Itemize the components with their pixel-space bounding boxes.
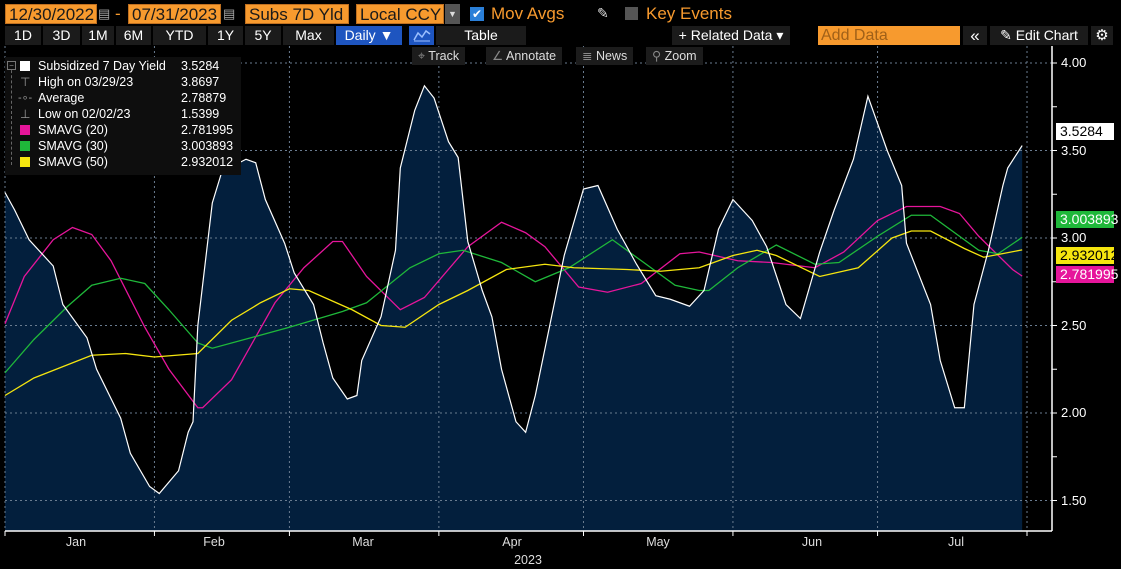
series-line-subsidized-7-day-yield (4, 84, 1023, 495)
news-label: News (595, 49, 628, 63)
legend-label: SMAVG (30) (38, 139, 108, 153)
news-tool[interactable]: ≣ News (576, 47, 634, 65)
key-events-checkbox[interactable] (625, 7, 638, 20)
start-date-field[interactable]: 12/30/2022 (5, 4, 97, 24)
legend-value: 3.8697 (181, 75, 220, 89)
x-tick-label: Mar (352, 535, 374, 549)
annotate-label: Annotate (506, 49, 557, 63)
collapse-tree-icon[interactable]: − (7, 61, 16, 70)
y-tick-label: 2.50 (1061, 317, 1087, 333)
legend-value: 2.78879 (181, 91, 227, 105)
related-data-button[interactable]: + Related Data ▾ (672, 26, 790, 45)
annotate-tool[interactable]: ∠ Annotate (486, 47, 563, 65)
legend-swatch-yellow (20, 157, 30, 167)
high-marker-icon: ⊤ (20, 75, 31, 89)
low-marker-icon: ⊥ (20, 107, 31, 121)
pencil-icon: ✎ (1000, 27, 1016, 43)
x-tick-label: May (646, 535, 670, 549)
period-max[interactable]: Max (283, 26, 334, 45)
legend-label: Low on 02/02/23 (38, 107, 131, 121)
y-tick-label: 3.50 (1061, 142, 1087, 158)
mov-avgs-checkbox[interactable]: ✔ (470, 7, 484, 21)
calendar-icon[interactable]: ▤ (98, 6, 111, 21)
y-tick-label: 1.50 (1061, 492, 1087, 508)
edit-chart-label: Edit Chart (1015, 27, 1078, 43)
field-selector[interactable]: Subs 7D Yld (245, 4, 349, 24)
legend-swatch-white (20, 61, 30, 71)
x-tick-label: Feb (203, 535, 225, 549)
key-events-label: Key Events (646, 4, 732, 23)
zoom-tool[interactable]: ⚲ Zoom (646, 47, 703, 65)
currency-dropdown-icon[interactable]: ▼ (445, 4, 460, 24)
table-button[interactable]: Table (436, 26, 526, 45)
period-6m[interactable]: 6M (116, 26, 151, 45)
crosshair-icon: ⌖ (418, 49, 429, 63)
yield-area-fill (5, 85, 1023, 532)
gear-icon[interactable]: ⚙ (1091, 26, 1113, 45)
series-line-smavg-30- (4, 214, 1023, 374)
average-marker-icon: -∘- (18, 92, 33, 104)
legend-item-low: ⊥ Low on 02/02/23 1.5399 (5, 106, 241, 122)
calendar-icon[interactable]: ▤ (223, 6, 236, 21)
legend-item-yield[interactable]: − Subsidized 7 Day Yield 3.5284 (5, 58, 241, 74)
legend-label: SMAVG (20) (38, 123, 108, 137)
pencil-icon[interactable]: ✎ (597, 5, 609, 21)
end-date-field[interactable]: 07/31/2023 (128, 4, 221, 24)
add-data-input[interactable]: Add Data (818, 26, 960, 45)
line-chart-icon[interactable] (409, 26, 434, 45)
legend-value: 1.5399 (181, 107, 220, 121)
legend-value: 3.003893 (181, 139, 234, 153)
track-tool[interactable]: ⌖ Track (412, 47, 466, 65)
legend-value: 3.5284 (181, 59, 220, 73)
magnifier-icon: ⚲ (652, 49, 665, 63)
period-1d[interactable]: 1D (5, 26, 41, 45)
legend-item-high: ⊤ High on 03/29/23 3.8697 (5, 74, 241, 90)
legend-item-smavg50[interactable]: SMAVG (50) 2.932012 (5, 154, 241, 170)
x-tick-label: Jun (801, 535, 823, 549)
legend-label: High on 03/29/23 (38, 75, 134, 89)
edit-chart-button[interactable]: ✎ Edit Chart (990, 26, 1088, 45)
legend-label: Subsidized 7 Day Yield (38, 59, 166, 73)
legend-label: Average (38, 91, 85, 105)
last-value-tag: 3.5284 (1056, 123, 1114, 140)
collapse-button[interactable]: « (963, 26, 987, 45)
legend-tree-line (11, 65, 12, 165)
y-tick-label: 4.00 (1061, 55, 1087, 70)
x-tick-label: Apr (502, 535, 522, 549)
track-label: Track (428, 49, 460, 63)
annotate-icon: ∠ (492, 49, 506, 63)
y-tick-label: 3.00 (1061, 230, 1087, 245)
period-ytd[interactable]: YTD (153, 26, 206, 45)
last-value-tag: 2.932012 (1056, 247, 1118, 264)
currency-selector[interactable]: Local CCY (356, 4, 444, 24)
date-separator: - (115, 4, 121, 23)
chart-legend: − Subsidized 7 Day Yield 3.5284 ⊤ High on 0… (5, 57, 241, 175)
last-value-tag: 2.781995 (1056, 266, 1118, 283)
zoom-label: Zoom (664, 49, 697, 63)
period-3d[interactable]: 3D (43, 26, 80, 45)
legend-label: SMAVG (50) (38, 155, 108, 169)
legend-swatch-green (20, 141, 30, 151)
period-5y[interactable]: 5Y (245, 26, 281, 45)
legend-item-average: -∘- Average 2.78879 (5, 90, 241, 106)
period-1y[interactable]: 1Y (208, 26, 243, 45)
y-tick-label: 2.00 (1061, 405, 1087, 420)
news-icon: ≣ (582, 49, 596, 63)
legend-value: 2.932012 (181, 155, 234, 169)
last-value-tag: 3.003893 (1056, 211, 1118, 228)
mov-avgs-label: Mov Avgs (491, 4, 565, 23)
x-tick-label: Jul (948, 535, 964, 549)
period-1m[interactable]: 1M (82, 26, 114, 45)
x-tick-label: Jan (65, 535, 87, 549)
frequency-dropdown[interactable]: Daily ▼ (336, 26, 402, 45)
legend-item-smavg30[interactable]: SMAVG (30) 3.003893 (5, 138, 241, 154)
legend-item-smavg20[interactable]: SMAVG (20) 2.781995 (5, 122, 241, 138)
x-year-label: 2023 (514, 553, 542, 567)
legend-swatch-magenta (20, 125, 30, 135)
series-line-smavg-20- (4, 205, 1023, 409)
series-line-smavg-50- (4, 230, 1023, 397)
legend-value: 2.781995 (181, 123, 234, 137)
